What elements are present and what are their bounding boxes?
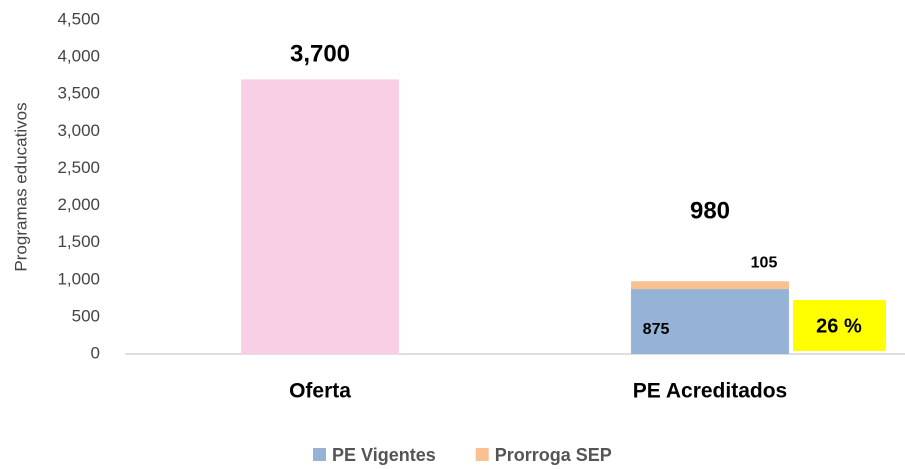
total-label: 980 — [690, 198, 730, 225]
x-tick-label: Oferta — [289, 380, 351, 403]
y-tick-label: 4,000 — [57, 47, 100, 66]
bar-segment — [631, 289, 789, 354]
bar-segment — [241, 79, 399, 354]
legend-swatch — [313, 448, 326, 461]
legend-label: Prorroga SEP — [495, 445, 612, 465]
y-tick-label: 2,500 — [57, 158, 100, 177]
y-tick-label: 4,500 — [57, 9, 100, 28]
y-tick-label: 0 — [91, 343, 100, 362]
y-tick-label: 500 — [72, 306, 100, 325]
y-tick-label: 2,000 — [57, 195, 100, 214]
x-tick-label: PE Acreditados — [633, 380, 787, 403]
annotation-box — [792, 300, 886, 351]
y-tick-label: 1,500 — [57, 232, 100, 251]
y-tick-label: 1,000 — [57, 269, 100, 288]
annotation: 26 % — [816, 315, 862, 337]
segment-label: 105 — [751, 254, 778, 271]
legend-swatch — [475, 448, 489, 461]
segment-label: 875 — [643, 321, 670, 338]
bar-segment — [631, 281, 789, 290]
total-label: 3,700 — [290, 41, 350, 68]
legend-label: PE Vigentes — [332, 445, 436, 465]
y-tick-label: 3,000 — [57, 121, 100, 140]
y-axis-label: Programas educativos — [11, 102, 30, 271]
y-tick-label: 3,500 — [57, 84, 100, 103]
